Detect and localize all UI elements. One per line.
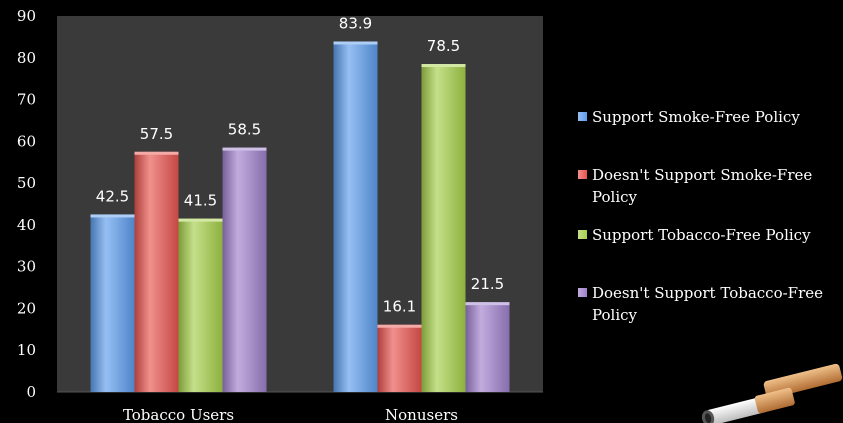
- y-tick-label: 30: [17, 258, 36, 276]
- y-tick-label: 0: [26, 383, 36, 401]
- bar-top-highlight: [377, 324, 422, 328]
- data-label: 42.5: [96, 187, 129, 205]
- legend-swatch: [578, 230, 587, 239]
- bar-top-highlight: [333, 41, 378, 45]
- bar-top-highlight: [465, 302, 510, 306]
- bar: [134, 151, 179, 392]
- bar: [178, 218, 223, 392]
- data-label: 58.5: [228, 121, 261, 139]
- legend-label: Support Smoke-Free Policy: [592, 108, 800, 126]
- bar-top-highlight: [90, 214, 135, 218]
- data-label: 41.5: [184, 192, 217, 210]
- legend-item: Support Tobacco-Free Policy: [578, 224, 843, 246]
- legend-label: Doesn't Support Smoke-Free Policy: [592, 166, 813, 206]
- legend-swatch: [578, 288, 587, 297]
- data-label: 16.1: [383, 298, 416, 316]
- y-axis: 0 10 20 30 40 50 60 70 80 90: [17, 7, 36, 401]
- bar-top-highlight: [178, 218, 223, 222]
- data-label: 57.5: [140, 125, 173, 143]
- y-tick-label: 60: [17, 132, 36, 150]
- legend-swatch: [578, 170, 587, 179]
- y-tick-label: 20: [17, 299, 36, 317]
- legend-label: Doesn't Support Tobacco-Free Policy: [592, 284, 823, 324]
- x-tick-label: Tobacco Users: [123, 406, 234, 423]
- bar: [421, 64, 466, 393]
- y-tick-label: 10: [17, 341, 36, 359]
- bar: [333, 41, 378, 393]
- data-label: 83.9: [339, 14, 372, 32]
- legend-item: Support Smoke-Free Policy: [578, 106, 843, 128]
- y-tick-label: 50: [17, 174, 36, 192]
- x-tick-label: Nonusers: [385, 406, 458, 423]
- y-tick-label: 40: [17, 216, 36, 234]
- legend-item: Doesn't Support Tobacco-Free Policy: [578, 282, 843, 326]
- legend-item: Doesn't Support Smoke-Free Policy: [578, 164, 843, 208]
- x-axis: Tobacco Users Nonusers: [123, 406, 458, 423]
- bar-top-highlight: [134, 151, 179, 155]
- bar-top-highlight: [421, 64, 466, 68]
- bar: [465, 302, 510, 392]
- y-tick-label: 70: [17, 91, 36, 109]
- legend-swatch: [578, 112, 587, 121]
- data-label: 21.5: [471, 275, 504, 293]
- bar: [222, 147, 267, 392]
- y-tick-label: 80: [17, 49, 36, 67]
- data-labels: 42.5 57.5 41.5 58.5 83.9 16.1 78.5 21.5: [96, 14, 504, 315]
- data-label: 78.5: [427, 37, 460, 55]
- bar: [90, 214, 135, 392]
- bar: [377, 324, 422, 392]
- legend-label: Support Tobacco-Free Policy: [592, 226, 811, 244]
- y-tick-label: 90: [17, 7, 36, 25]
- bar-top-highlight: [222, 147, 267, 151]
- bars: [90, 41, 510, 393]
- cigarette-butt-icon: [701, 363, 843, 423]
